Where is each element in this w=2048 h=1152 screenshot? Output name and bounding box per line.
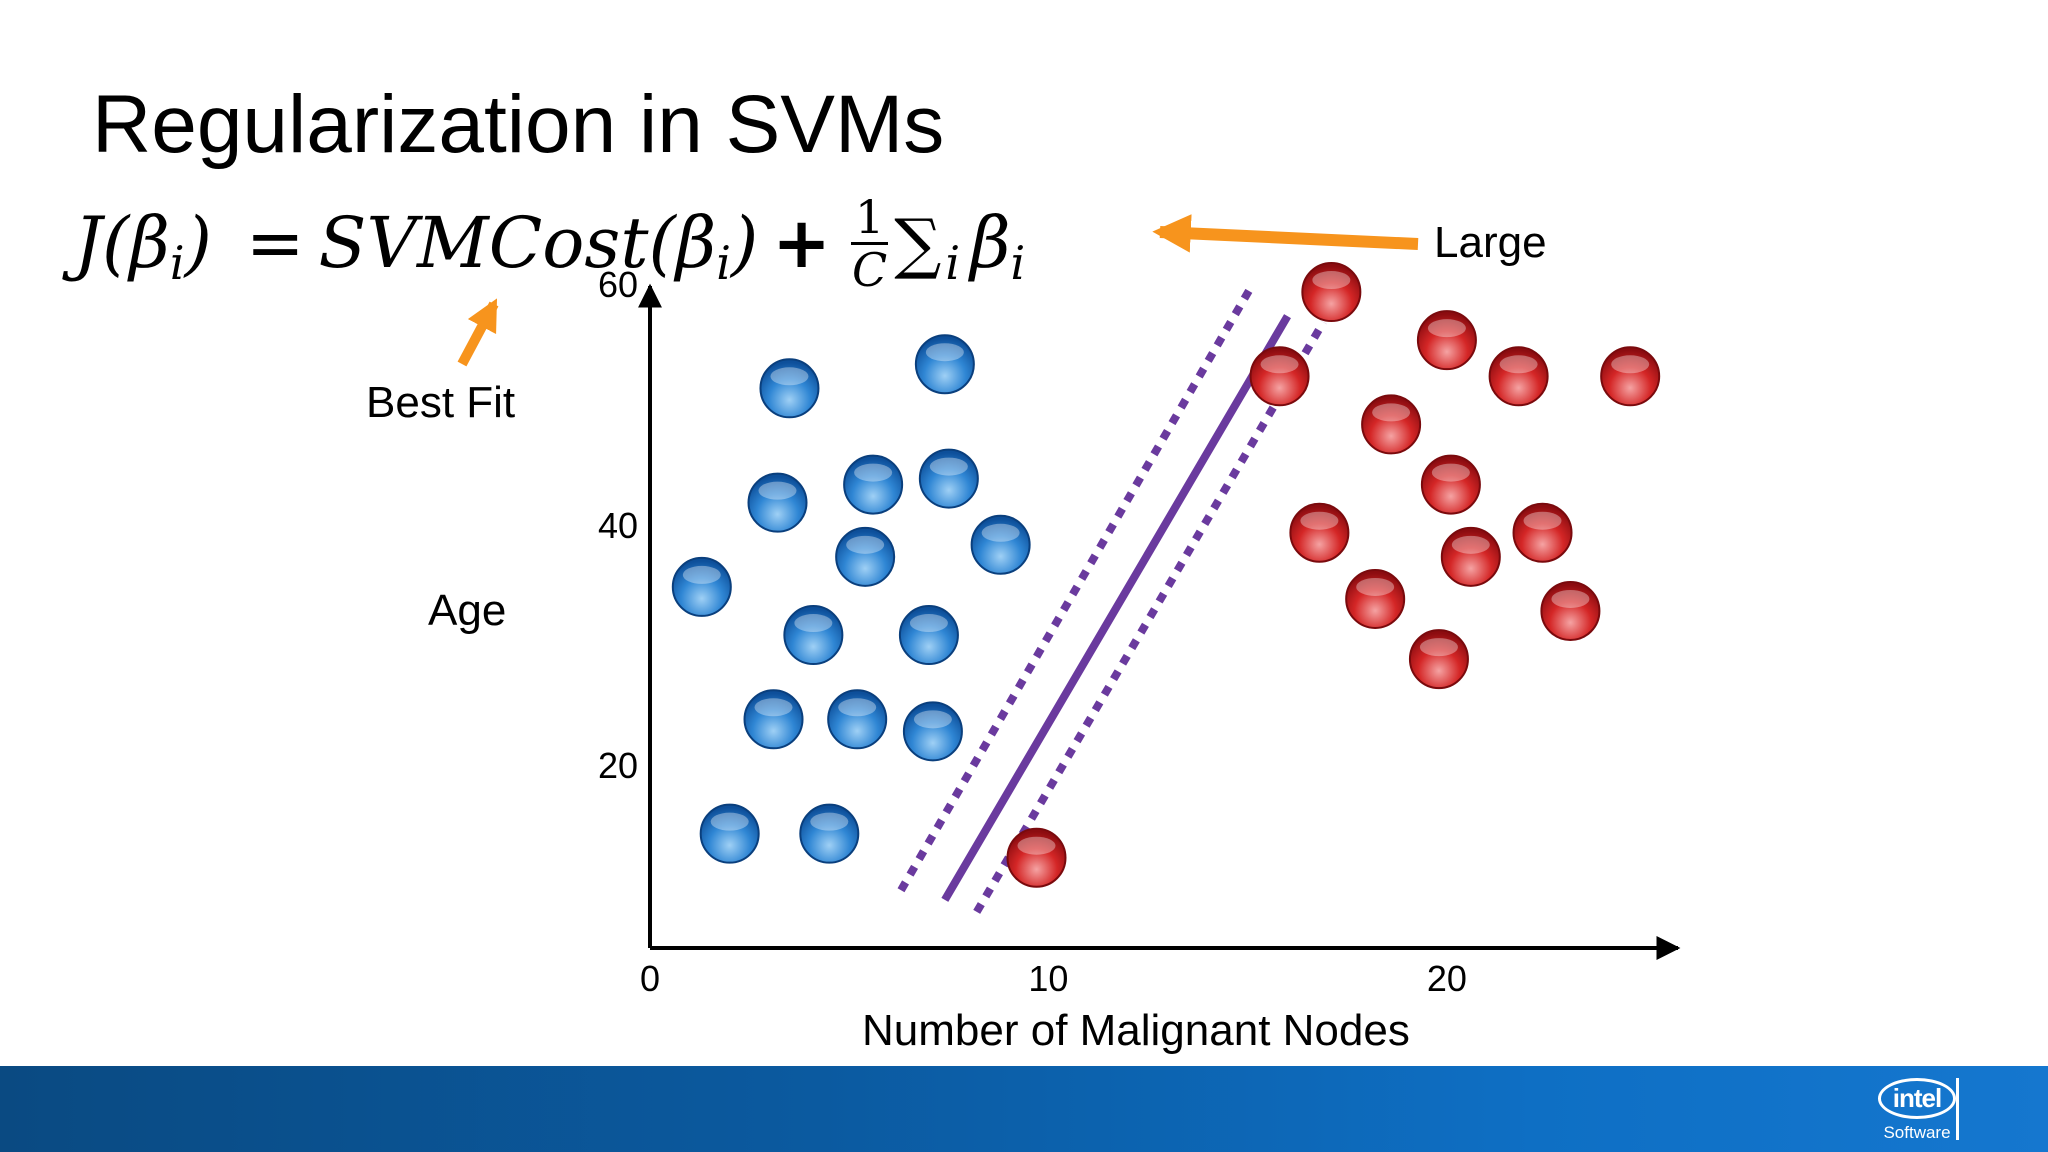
blue-point-highlight-9	[854, 463, 893, 482]
large-label: Large	[1434, 218, 1547, 267]
blue-point-5	[743, 689, 804, 750]
red-point-highlight-1	[1017, 836, 1056, 855]
intel-logo-subtext: Software	[1883, 1123, 1951, 1142]
formula-sigma-subscript: i	[945, 236, 961, 290]
blue-point-10	[835, 526, 896, 587]
blue-point-highlight-12	[913, 710, 952, 729]
blue-point-14	[914, 334, 975, 395]
blue-point-2	[759, 358, 820, 419]
red-point-highlight-9	[1431, 463, 1470, 482]
slide-title: Regularization in SVMs	[92, 79, 945, 170]
blue-point-highlight-6	[710, 812, 749, 831]
red-point-7	[1361, 394, 1422, 455]
blue-point-7	[799, 803, 860, 864]
blue-point-highlight-3	[758, 481, 797, 500]
red-point-highlight-2	[1312, 271, 1351, 290]
x-axis-title: Number of Malignant Nodes	[862, 1006, 1410, 1055]
formula-cost-close: )	[730, 202, 759, 284]
y-tick-label-60: 60	[597, 264, 638, 305]
y-tick-label-40: 40	[597, 504, 638, 546]
blue-point-3	[747, 472, 808, 533]
red-point-1	[1006, 827, 1067, 888]
blue-point-highlight-14	[925, 343, 964, 362]
formula-equals: =	[245, 202, 305, 284]
blue-point-13	[918, 448, 979, 509]
red-point-highlight-10	[1523, 511, 1562, 530]
formula-beta-subscript: i	[1010, 236, 1026, 290]
red-point-3	[1249, 346, 1310, 407]
blue-point-11	[898, 605, 959, 666]
blue-point-4	[783, 605, 844, 666]
y-tick-label-20: 20	[597, 745, 638, 787]
blue-point-1	[671, 556, 732, 617]
formula-sigma: ∑	[894, 204, 942, 282]
blue-point-highlight-5	[754, 698, 793, 717]
red-point-highlight-5	[1499, 355, 1538, 374]
intel-logo: intel Software	[1874, 1078, 1960, 1143]
red-point-13	[1408, 629, 1469, 690]
intel-logo-wordmark: intel	[1877, 1078, 1957, 1119]
large-arrow-icon	[1152, 214, 1419, 253]
formula-lhs: J(β	[74, 202, 170, 284]
blue-point-12	[902, 701, 963, 762]
red-point-8	[1289, 502, 1350, 563]
formula-plus: +	[772, 202, 831, 284]
blue-point-highlight-1	[682, 565, 721, 584]
red-point-highlight-13	[1419, 638, 1458, 657]
red-point-highlight-11	[1356, 577, 1395, 596]
best-fit-arrow-icon	[457, 298, 499, 367]
red-point-highlight-8	[1300, 511, 1339, 530]
x-tick-label-20: 20	[1426, 958, 1467, 999]
red-point-4	[1416, 310, 1477, 371]
red-point-highlight-14	[1551, 589, 1590, 608]
logo-divider	[1956, 1078, 1959, 1140]
red-point-highlight-12	[1451, 535, 1490, 554]
red-point-11	[1345, 568, 1406, 629]
blue-point-6	[699, 803, 760, 864]
blue-point-highlight-8	[838, 698, 877, 717]
x-tick-label-10: 10	[1028, 958, 1069, 999]
red-point-6	[1600, 346, 1661, 407]
blue-point-highlight-13	[929, 457, 968, 476]
red-point-14	[1540, 580, 1601, 641]
formula-lhs-subscript: i	[169, 236, 185, 290]
red-point-12	[1440, 526, 1501, 587]
formula-cost: SVMCost(β	[318, 202, 717, 284]
y-axis-title: Age	[428, 586, 507, 635]
red-point-5	[1488, 346, 1549, 407]
red-point-highlight-4	[1427, 319, 1466, 338]
red-point-10	[1512, 502, 1573, 563]
blue-point-15	[970, 514, 1031, 575]
blue-point-highlight-2	[770, 367, 809, 386]
red-point-9	[1420, 454, 1481, 515]
footer-bar: intel Software	[0, 1066, 2048, 1152]
decision-boundary-line	[941, 314, 1291, 902]
formula-beta: β	[970, 202, 1011, 284]
x-tick-label-0: 0	[639, 958, 661, 999]
blue-point-8	[827, 689, 888, 750]
margin-line-1	[897, 283, 1256, 893]
formula-fraction: 1 C	[850, 192, 889, 297]
formula-cost-subscript: i	[716, 236, 731, 290]
plot-area	[671, 262, 1661, 914]
formula-lhs-close: )	[184, 202, 212, 284]
red-point-highlight-3	[1260, 355, 1299, 374]
red-point-highlight-7	[1372, 403, 1411, 422]
red-point-highlight-6	[1611, 355, 1650, 374]
blue-point-highlight-11	[909, 614, 948, 633]
best-fit-label: Best Fit	[366, 378, 516, 427]
blue-point-highlight-7	[810, 812, 849, 831]
blue-point-highlight-4	[794, 614, 833, 633]
blue-point-highlight-15	[981, 523, 1020, 542]
blue-point-highlight-10	[846, 535, 885, 554]
blue-point-9	[843, 454, 904, 515]
red-point-2	[1301, 262, 1362, 323]
formula-fraction-denominator: C	[851, 242, 888, 297]
formula-fraction-numerator: 1	[850, 192, 889, 245]
margin-line-2	[973, 320, 1327, 914]
